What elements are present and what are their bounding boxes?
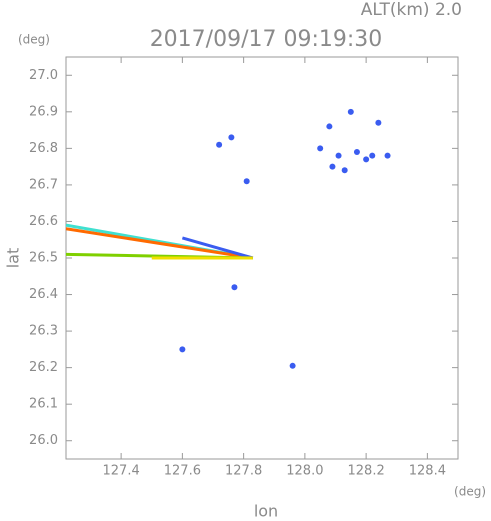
echo-point: [384, 152, 391, 159]
echo-streak: [65, 227, 254, 260]
echo-point: [231, 284, 238, 291]
x-axis-label: lon: [254, 502, 278, 521]
echo-point: [216, 141, 223, 148]
echo-point: [243, 178, 250, 185]
echo-point: [353, 149, 360, 156]
chart-subtitle: ALT(km) 2.0: [361, 0, 462, 20]
echo-point: [228, 134, 235, 141]
y-tick-label: 26.2: [29, 360, 58, 375]
echo-point: [347, 108, 354, 115]
y-tick-label: 26.7: [29, 177, 58, 192]
y-tick-label: 26.0: [29, 433, 58, 448]
x-tick-label: 128.0: [286, 464, 323, 479]
y-unit: (deg): [18, 33, 50, 47]
y-tick-label: 26.4: [29, 287, 58, 302]
x-tick-label: 127.8: [225, 464, 262, 479]
echo-point: [341, 167, 348, 174]
chart-title: 2017/09/17 09:19:30: [150, 27, 383, 52]
y-tick-label: 26.5: [29, 251, 58, 266]
echo-streak: [181, 236, 254, 260]
y-tick-label: 26.1: [29, 397, 58, 412]
y-tick-label: 26.8: [29, 141, 58, 156]
echo-point: [326, 123, 333, 130]
x-tick-label: 128.4: [409, 464, 446, 479]
echo-point: [179, 346, 186, 353]
x-tick-label: 128.2: [348, 464, 385, 479]
y-tick-label: 27.0: [29, 68, 58, 83]
plot-frame: [65, 56, 459, 460]
y-tick-label: 26.6: [29, 214, 58, 229]
x-tick-label: 127.4: [103, 464, 140, 479]
echo-point: [289, 362, 296, 369]
x-tick-label: 127.6: [164, 464, 201, 479]
echo-point: [329, 163, 336, 170]
y-tick-label: 26.3: [29, 324, 58, 339]
y-axis-label: lat: [4, 248, 23, 269]
echo-point: [369, 152, 376, 159]
y-tick-label: 26.9: [29, 104, 58, 119]
echo-point: [335, 152, 342, 159]
echo-point: [363, 156, 370, 163]
echo-point: [375, 119, 382, 126]
echo-point: [317, 145, 324, 152]
x-unit: (deg): [454, 485, 486, 499]
